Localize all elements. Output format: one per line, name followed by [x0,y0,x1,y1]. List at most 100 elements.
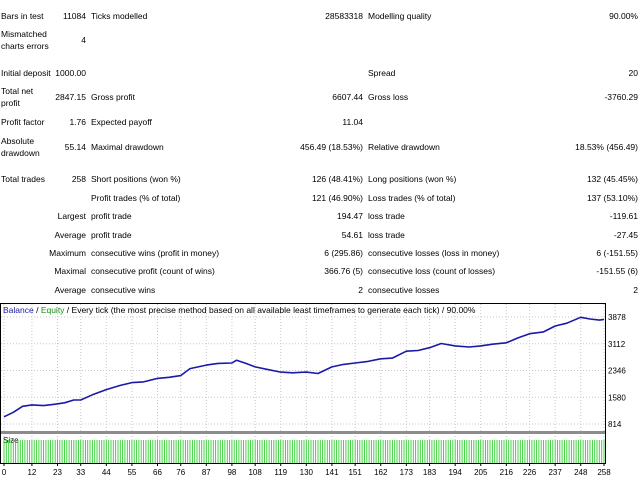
header-separator: / [34,305,41,315]
expected-payoff-value: 11.04 [342,117,363,127]
long-positions-label: Long positions (won %) [368,174,457,184]
maximal-profit-label: consecutive profit (count of wins) [91,266,215,276]
balance-chart-svg: Balance / Equity / Every tick (the most … [0,303,626,477]
initial-deposit-value: 1000.00 [55,68,86,78]
x-tick-label: 66 [153,468,162,477]
x-tick-label: 108 [248,468,262,477]
y-tick-label: 2346 [608,367,626,376]
x-tick-label: 87 [202,468,211,477]
mismatched-errors-value: 4 [81,35,86,45]
short-positions-value: 126 (48.41%) [311,174,363,184]
report-table: Bars in test 11084 Ticks modelled 285833… [1,11,638,295]
x-tick-label: 226 [523,468,537,477]
spread-value: 20 [628,68,638,78]
x-tick-label: 12 [27,468,36,477]
gross-profit-label: Gross profit [91,92,135,102]
average-profit-value: 54.61 [341,230,363,240]
average-consecutive-wins-label: consecutive wins [91,285,156,295]
bars-in-test-label: Bars in test [1,11,44,21]
profit-factor-value: 1.76 [69,117,86,127]
x-tick-label: 183 [423,468,437,477]
y-tick-label: 3878 [608,313,626,322]
maximum-wins-label: consecutive wins (profit in money) [91,248,220,258]
total-trades-label: Total trades [1,174,45,184]
x-tick-label: 162 [374,468,388,477]
average-loss-value: -27.45 [613,230,638,240]
x-tick-label: 173 [400,468,414,477]
y-tick-label: 3112 [608,340,626,349]
modelling-quality-label: Modelling quality [368,11,432,21]
x-tick-label: 23 [53,468,62,477]
largest-profit-label: profit trade [91,211,132,221]
long-positions-value: 132 (45.45%) [586,174,638,184]
x-tick-label: 55 [127,468,136,477]
header-description: / Every tick (the most precise method ba… [64,305,475,315]
x-axis-ticks: 0 12 23 33 44 55 66 76 87 98 108 119 130 141 151 162 173… [2,463,611,477]
x-tick-label: 141 [325,468,339,477]
x-tick-label: 0 [2,468,7,477]
average-consecutive-losses-value: 2 [633,285,638,295]
x-tick-label: 33 [76,468,85,477]
bars-in-test-value: 11084 [62,11,86,21]
x-tick-label: 130 [300,468,314,477]
equity-legend: Equity [41,305,65,315]
y-tick-label: 814 [608,420,622,429]
maximal-profit-value: 366.76 (5) [324,266,363,276]
loss-trades-label: Loss trades (% of total) [368,193,456,203]
total-trades-value: 258 [71,174,86,184]
maximum-losses-value: 6 (-151.55) [596,248,638,258]
balance-line [3,316,605,418]
gross-loss-value: -3760.29 [604,92,638,102]
maximal-drawdown-label: Maximal drawdown [91,142,164,152]
profit-factor-label: Profit factor [1,117,45,127]
balance-chart: Balance / Equity / Every tick (the most … [0,303,640,480]
y-axis-ticks: 3878 3112 2346 1580 814 [608,313,626,429]
grid-lines [1,304,605,463]
average-profit-label: profit trade [91,230,132,240]
x-tick-label: 151 [348,468,362,477]
spread-label: Spread [368,68,396,78]
plot-border [0,303,606,464]
total-net-profit-label-1: Total net [1,86,34,96]
average-consecutive-losses-label: consecutive losses [368,285,440,295]
relative-drawdown-value: 18.53% (456.49) [575,142,638,152]
x-tick-label: 119 [274,468,287,477]
x-tick-label: 258 [597,468,611,477]
total-net-profit-value: 2847.15 [55,92,86,102]
x-tick-label: 237 [548,468,562,477]
maximal-drawdown-value: 456.49 (18.53%) [300,142,363,152]
x-tick-label: 98 [227,468,236,477]
largest-loss-value: -119.61 [609,211,638,221]
short-positions-label: Short positions (won %) [91,174,181,184]
loss-trades-value: 137 (53.10%) [586,193,638,203]
x-tick-label: 44 [102,468,111,477]
maximum-wins-value: 6 (295.86) [324,248,363,258]
x-tick-label: 76 [176,468,185,477]
gross-loss-label: Gross loss [368,92,409,102]
total-net-profit-label-2: profit [1,98,20,108]
separator-bar [1,431,605,434]
absolute-drawdown-label-1: Absolute [1,136,35,146]
ticks-modelled-value: 28583318 [325,11,363,21]
profit-trades-label: Profit trades (% of total) [91,193,181,203]
mismatched-errors-label-2: charts errors [1,41,49,51]
largest-profit-value: 194.47 [337,211,363,221]
gross-profit-value: 6607.44 [332,92,363,102]
x-tick-label: 194 [448,468,462,477]
largest-loss-label: loss trade [368,211,405,221]
profit-trades-value: 121 (46.90%) [311,193,363,203]
x-tick-label: 205 [474,468,488,477]
ticks-modelled-label: Ticks modelled [91,11,148,21]
maximum-label: Maximum [49,248,86,258]
average-label: Average [54,230,86,240]
modelling-quality-value: 90.00% [609,11,638,21]
y-tick-label: 1580 [608,393,626,402]
volume-bars [3,440,605,463]
absolute-drawdown-label-2: drawdown [1,148,40,158]
absolute-drawdown-value: 55.14 [64,142,86,152]
maximal-label: Maximal [54,266,86,276]
largest-label: Largest [57,211,86,221]
x-tick-label: 216 [500,468,514,477]
relative-drawdown-label: Relative drawdown [368,142,440,152]
average-consecutive-label: Average [54,285,86,295]
